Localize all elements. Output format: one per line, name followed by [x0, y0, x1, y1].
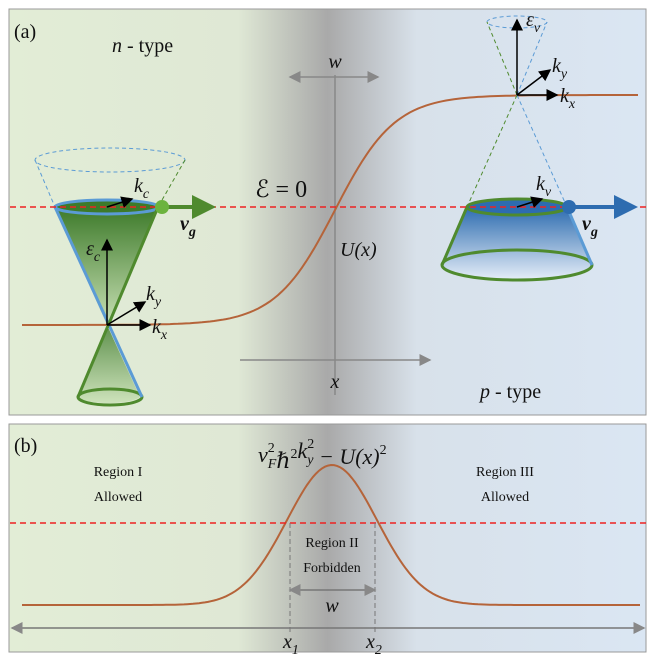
- region-name: Region III: [476, 465, 534, 480]
- region-name: Region II: [305, 536, 359, 551]
- panel-label: (b): [14, 435, 37, 457]
- panel-label: (a): [14, 21, 36, 43]
- var: p: [478, 381, 490, 403]
- base: x: [365, 631, 375, 653]
- sub: c: [94, 250, 101, 265]
- base: ℏ: [276, 448, 290, 473]
- sup: 2: [291, 447, 298, 462]
- sub: v: [534, 21, 541, 36]
- width-label: w: [328, 51, 342, 73]
- region-state: Forbidden: [303, 561, 361, 576]
- sub: v: [545, 185, 552, 200]
- sup: 2: [380, 443, 387, 458]
- p-type-label: p - type: [478, 381, 541, 403]
- text: - type: [490, 381, 541, 403]
- var: n: [112, 35, 122, 57]
- region-state: Allowed: [481, 490, 529, 505]
- sub: 2: [375, 643, 382, 658]
- sub: x: [568, 97, 576, 112]
- sub: g: [590, 225, 598, 240]
- base: ε: [86, 238, 94, 260]
- base: x: [282, 631, 292, 653]
- sub: c: [143, 187, 150, 202]
- figure: (a)n - typep - typewxU(x)ℰ = 0εckxkykcvg…: [0, 0, 654, 658]
- x-axis-label: x: [330, 371, 340, 393]
- base: − U(x): [313, 444, 379, 469]
- region-name: Region I: [94, 465, 143, 480]
- base: v: [258, 442, 268, 467]
- region-state: Allowed: [94, 490, 142, 505]
- text: - type: [122, 35, 173, 57]
- sub: 1: [292, 643, 299, 658]
- sub: x: [160, 328, 168, 343]
- sub: g: [188, 225, 196, 240]
- energy-label: ℰ = 0: [255, 177, 307, 203]
- potential-label: U(x): [340, 239, 377, 261]
- sub: F: [267, 457, 277, 472]
- sub: y: [559, 67, 568, 82]
- base: ε: [526, 9, 534, 31]
- sub: y: [153, 295, 162, 310]
- sup: 2: [268, 441, 275, 456]
- width-label: w: [325, 595, 339, 617]
- n-type-label: n - type: [112, 35, 173, 57]
